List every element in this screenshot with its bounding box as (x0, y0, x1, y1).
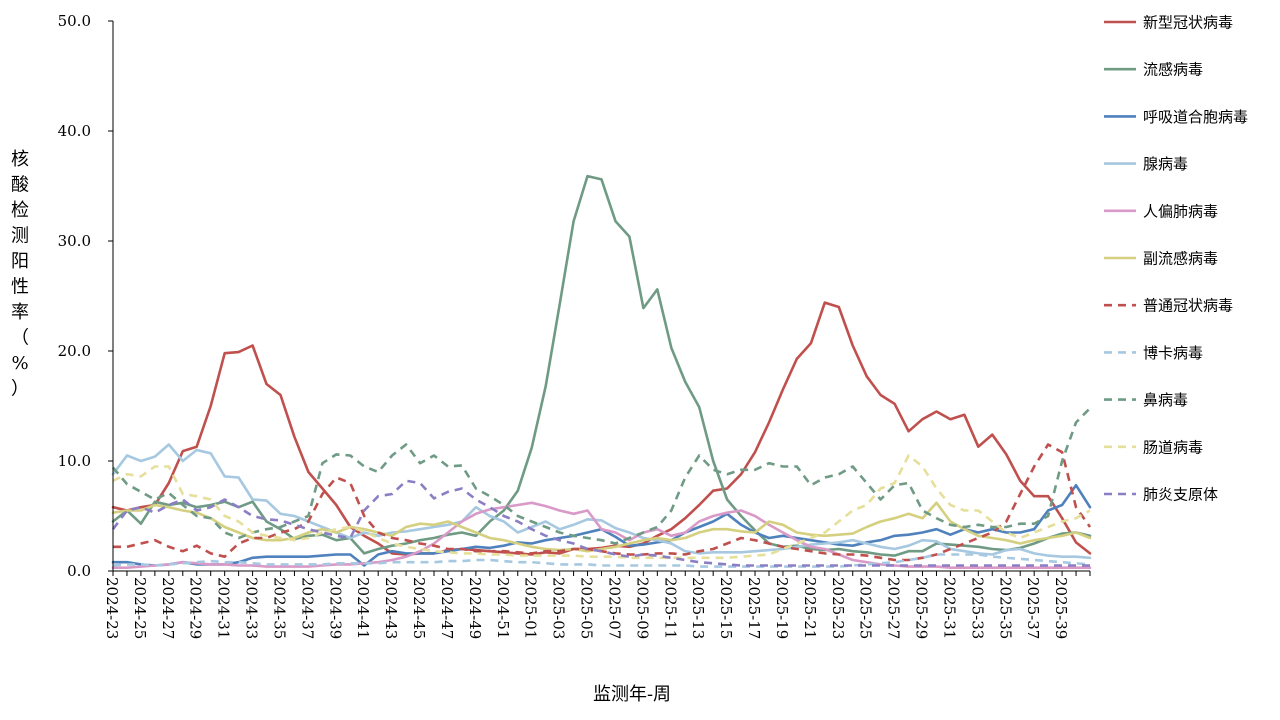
x-tick-label: 2025-17 (745, 577, 763, 639)
series-line-10 (111, 479, 1090, 567)
y-axis-ticks: 0.0 10.0 20.0 30.0 40.0 50.0 (58, 12, 113, 580)
legend-label-5: 副流感病毒 (1143, 250, 1218, 268)
legend: 新型冠状病毒流感病毒呼吸道合胞病毒腺病毒人偏肺病毒副流感病毒普通冠状病毒博卡病毒… (1104, 14, 1248, 504)
x-tick-label: 2024-51 (494, 577, 512, 639)
legend-label-4: 人偏肺病毒 (1143, 202, 1218, 220)
series-line-6 (113, 443, 1092, 562)
y-tick-label: 20.0 (58, 342, 91, 360)
x-tick-label: 2025-25 (857, 577, 875, 639)
x-tick-label: 2025-35 (996, 577, 1014, 639)
x-tick-label: 2024-33 (243, 577, 261, 639)
axes (112, 21, 1090, 572)
series-line-1 (111, 174, 1092, 557)
legend-label-6: 普通冠状病毒 (1143, 297, 1233, 315)
x-tick-label: 2025-37 (1024, 577, 1042, 639)
x-tick-label: 2024-47 (438, 577, 456, 639)
x-tick-label: 2025-29 (913, 577, 931, 639)
legend-label-1: 流感病毒 (1143, 61, 1203, 79)
series-line-9 (112, 454, 1091, 560)
x-tick-label: 2024-49 (466, 577, 484, 639)
x-tick-label: 2024-41 (354, 577, 372, 639)
series-line-7 (112, 553, 1091, 568)
x-tick-label: 2025-01 (522, 577, 540, 639)
y-tick-label: 50.0 (58, 12, 91, 30)
y-axis-title: 核酸检测阳性率（%） (11, 149, 29, 400)
series-line-8 (112, 407, 1091, 545)
y-tick-label: 30.0 (58, 232, 91, 250)
y-tick-label: 0.0 (67, 562, 91, 580)
legend-label-0: 新型冠状病毒 (1143, 14, 1233, 32)
x-tick-label: 2025-09 (633, 577, 651, 639)
x-tick-label: 2025-23 (829, 577, 847, 639)
x-tick-label: 2025-05 (578, 577, 596, 639)
x-tick-label: 2025-31 (940, 577, 958, 639)
legend-label-7: 博卡病毒 (1143, 344, 1203, 362)
x-tick-label: 2025-03 (550, 577, 568, 639)
x-tick-label: 2025-11 (661, 577, 679, 639)
x-tick-label: 2025-13 (689, 577, 707, 639)
legend-label-8: 鼻病毒 (1143, 391, 1188, 409)
x-tick-label: 2025-19 (773, 577, 791, 639)
x-tick-label: 2024-39 (326, 577, 344, 639)
x-tick-label: 2025-21 (801, 577, 819, 639)
legend-label-10: 肺炎支原体 (1143, 486, 1218, 504)
x-tick-label: 2024-25 (131, 577, 149, 639)
x-axis-ticks: 2024-23 2024-25 2024-27 2024-29 2024-31 2024-… (103, 571, 1091, 639)
x-tick-label: 2025-27 (885, 577, 903, 639)
x-axis-title: 监测年-周 (593, 684, 671, 705)
x-tick-label: 2024-31 (215, 577, 233, 639)
x-tick-label: 2024-37 (298, 577, 316, 639)
legend-label-2: 呼吸道合胞病毒 (1143, 108, 1248, 126)
x-tick-label: 2024-43 (382, 577, 400, 639)
series-line-4 (111, 501, 1092, 570)
y-tick-label: 10.0 (58, 452, 91, 470)
x-tick-label: 2025-07 (605, 577, 623, 639)
x-tick-label: 2024-45 (410, 577, 428, 639)
legend-label-3: 腺病毒 (1143, 155, 1188, 173)
plot-lines (111, 174, 1092, 570)
series-line-3 (111, 443, 1092, 560)
x-tick-label: 2024-23 (103, 577, 121, 639)
x-tick-label: 2024-27 (159, 577, 177, 639)
x-tick-label: 2025-33 (968, 577, 986, 639)
x-tick-label: 2024-35 (270, 577, 288, 639)
legend-label-9: 肠道病毒 (1143, 438, 1203, 456)
x-tick-label: 2024-29 (187, 577, 205, 639)
y-tick-label: 40.0 (58, 122, 91, 140)
x-tick-label: 2025-39 (1052, 577, 1070, 639)
x-tick-label: 2025-15 (717, 577, 735, 639)
